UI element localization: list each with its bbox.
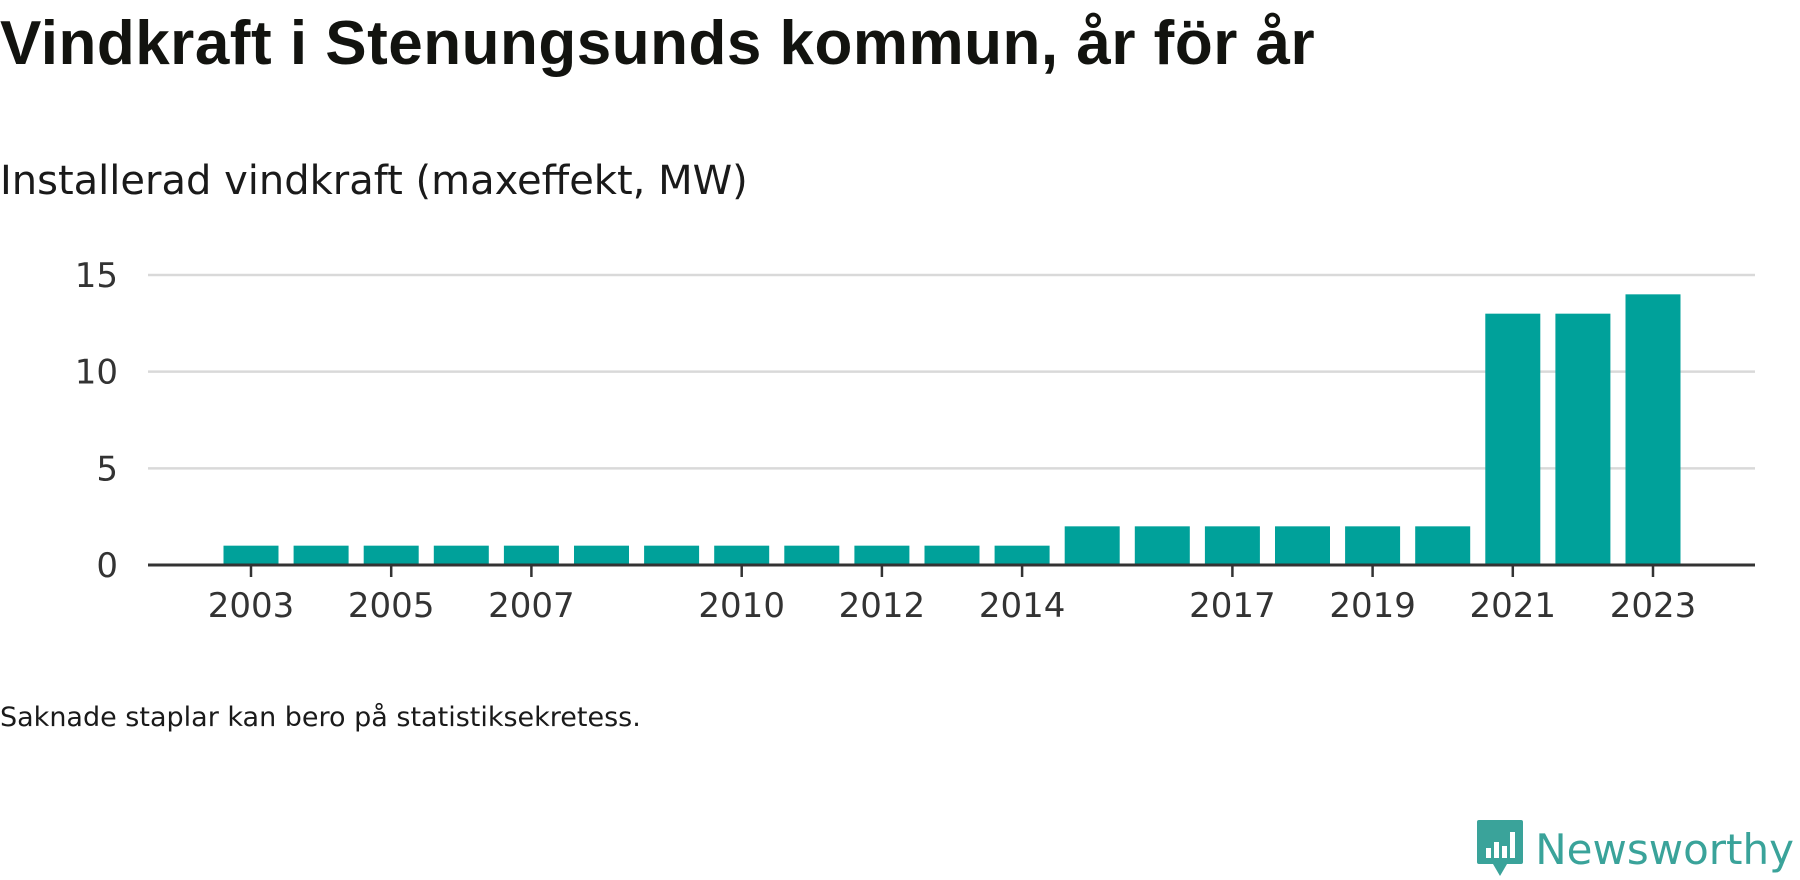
- x-tick-label: 2014: [979, 586, 1066, 626]
- bar-2010: [714, 545, 770, 565]
- y-tick-label: 5: [96, 449, 118, 489]
- bar-2004: [293, 545, 349, 565]
- bar-2018: [1275, 526, 1330, 565]
- bar-2009: [644, 545, 700, 565]
- y-tick-label: 0: [96, 546, 118, 586]
- y-axis-ticks: 0 5 10 15: [75, 256, 118, 586]
- bar-2023: [1625, 294, 1681, 565]
- x-tick-label: 2017: [1189, 586, 1276, 626]
- bar-2017: [1204, 526, 1260, 565]
- newsworthy-logo-icon: [1477, 820, 1524, 876]
- x-axis-ticks: 2003 2005 2007 2010 2012 2014 2017 2019 2021 2023: [208, 565, 1697, 626]
- bar-2007: [503, 545, 559, 565]
- x-tick-label: 2023: [1610, 586, 1697, 626]
- footnote: Saknade staplar kan bero på statistiksek…: [0, 702, 641, 733]
- bar-2021: [1485, 313, 1541, 565]
- bar-2003: [223, 545, 279, 565]
- x-tick-label: 2003: [208, 586, 295, 626]
- x-tick-label: 2005: [348, 586, 435, 626]
- bar-2006: [433, 545, 489, 565]
- bar-2019: [1345, 526, 1401, 565]
- bar-2011: [784, 545, 840, 565]
- bars: [223, 294, 1681, 565]
- bar-2005: [363, 545, 419, 565]
- brand-name: Newsworthy: [1535, 824, 1794, 874]
- bar-2012: [854, 545, 910, 565]
- y-tick-label: 10: [75, 353, 118, 393]
- bar-2022: [1555, 313, 1611, 565]
- x-tick-label: 2010: [698, 586, 785, 626]
- bar-2015: [1064, 526, 1120, 565]
- x-tick-label: 2021: [1470, 586, 1557, 626]
- bar-2013: [924, 545, 980, 565]
- bar-2008: [574, 545, 629, 565]
- bar-2016: [1134, 526, 1190, 565]
- x-tick-label: 2012: [839, 586, 926, 626]
- bar-2014: [994, 545, 1050, 565]
- x-tick-label: 2007: [488, 586, 575, 626]
- chart-title: Vindkraft i Stenungsunds kommun, år för …: [0, 9, 1316, 78]
- y-tick-label: 15: [75, 256, 118, 296]
- bar-2020: [1415, 526, 1471, 565]
- chart-subtitle: Installerad vindkraft (maxeffekt, MW): [0, 158, 748, 204]
- x-tick-label: 2019: [1329, 586, 1416, 626]
- brand-logo: Newsworthy: [1475, 818, 1794, 880]
